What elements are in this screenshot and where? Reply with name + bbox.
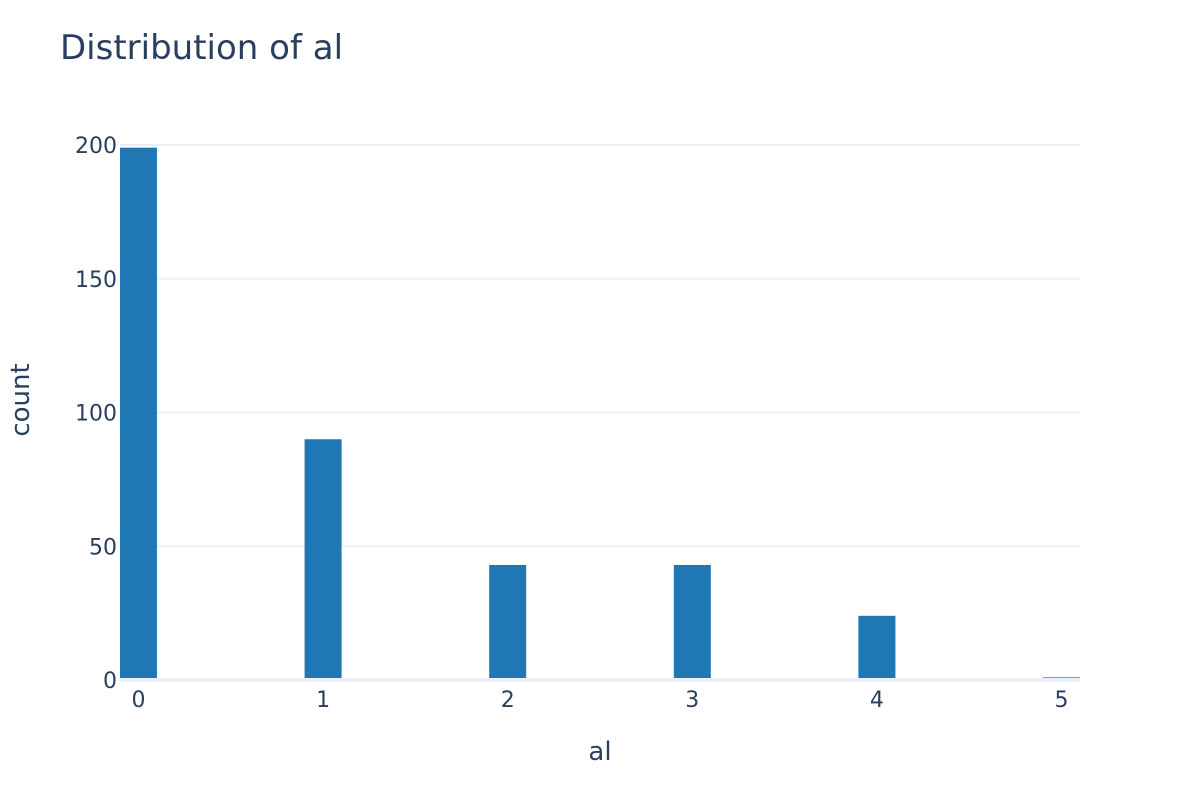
bar-3 (673, 564, 711, 680)
bar-0 (120, 147, 157, 681)
bar-4 (858, 615, 896, 680)
y-tick-label-4: 200 (75, 134, 117, 159)
bar-2 (489, 564, 527, 680)
x-tick-label-5: 5 (1055, 688, 1069, 713)
chart-title: Distribution of al (60, 28, 343, 68)
x-tick-label-4: 4 (870, 688, 884, 713)
y-gridlines (120, 144, 1080, 548)
x-axis-ticks: 0 1 2 3 4 5 (131, 688, 1068, 713)
bars (120, 147, 1080, 681)
y-tick-label-3: 150 (75, 268, 117, 293)
y-axis-ticks: 0 50 100 150 200 (75, 134, 117, 694)
y-tick-label-1: 50 (89, 535, 117, 560)
x-axis-title: al (588, 737, 611, 767)
y-tick-label-0: 0 (103, 669, 117, 694)
y-tick-label-2: 100 (75, 402, 117, 427)
x-tick-label-3: 3 (685, 688, 699, 713)
x-tick-label-2: 2 (501, 688, 515, 713)
x-tick-label-0: 0 (131, 688, 145, 713)
x-tick-label-1: 1 (316, 688, 330, 713)
bar-1 (304, 439, 342, 680)
y-axis-title: count (6, 363, 36, 436)
